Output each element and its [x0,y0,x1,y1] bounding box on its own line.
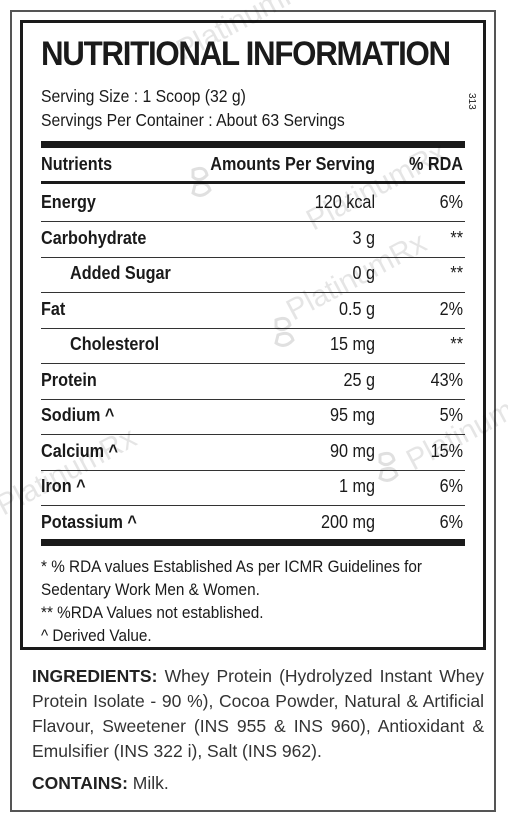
nutrient-rda: 43% [430,369,463,390]
nutrient-name: Potassium ^ [41,511,137,532]
nutrient-amount: 15 mg [329,334,375,354]
nutrient-amount: 1 mg [338,476,375,496]
table-row: Protein 25 g 43% [41,364,465,400]
watermark-logo-icon [191,166,212,197]
table-row: Iron ^ 1 mg 6% [41,470,465,506]
nutrient-rda: ** [450,263,463,283]
nutrient-name: Iron ^ [41,476,86,496]
table-row: Cholesterol 15 mg ** [41,328,465,364]
table-row: Sodium ^ 95 mg 5% [41,399,465,435]
watermark-logo-icon [274,316,295,347]
divider-header [41,181,465,184]
nutrient-name: Calcium ^ [41,440,118,461]
nutrient-rda: ** [450,227,463,248]
nutrient-name: Energy [41,192,96,212]
nutrient-amount: 200 mg [320,511,375,532]
divider-thick-bottom [41,539,465,546]
side-code: 313 [466,93,477,110]
nutrient-name: Carbohydrate [41,227,147,248]
ingredients-label: INGREDIENTS: [32,666,158,686]
ingredients-section: INGREDIENTS: Whey Protein (Hydrolyzed In… [32,664,484,764]
serving-size: Serving Size : 1 Scoop (32 g) [41,86,246,106]
nutrient-amount: 120 kcal [314,192,375,212]
panel-title: NUTRITIONAL INFORMATION [41,35,451,73]
nutrient-rda: 5% [439,405,463,425]
table-row: Energy 120 kcal 6% [41,186,465,222]
nutrient-name: Added Sugar [70,263,171,283]
nutrient-name: Cholesterol [70,334,160,354]
nutrient-amount: 0 g [352,263,375,283]
table-row: Added Sugar 0 g ** [41,257,465,293]
ingredients-text: Whey Protein (Hydrolyzed Instant Whey Pr… [32,666,484,761]
serving-info: Serving Size : 1 Scoop (32 g) Servings P… [41,84,345,132]
nutrient-rda: 6% [439,192,463,212]
footnotes: * % RDA values Established As per ICMR G… [41,555,465,647]
divider-thick [41,141,465,148]
nutrition-panel: NUTRITIONAL INFORMATION Serving Size : 1… [20,20,486,650]
label-outer-border [10,10,496,812]
nutrient-rda: 6% [439,511,463,532]
contains-label: CONTAINS: [32,773,128,793]
nutrient-rda: 15% [430,440,463,461]
nutrient-rda: 2% [439,298,463,319]
nutrient-rda: ** [450,334,463,354]
nutrient-amount: 25 g [343,369,375,390]
table-row: Carbohydrate 3 g ** [41,222,465,258]
header-nutrients: Nutrients [41,154,113,174]
nutrient-amount: 0.5 g [338,298,375,319]
nutrient-name: Protein [41,369,97,390]
contains-text: Milk. [132,773,169,793]
nutrient-amount: 3 g [352,227,375,248]
nutrient-amount: 95 mg [329,405,375,425]
nutrient-name: Sodium ^ [41,405,115,425]
servings-per-container: Servings Per Container : About 63 Servin… [41,110,345,130]
header-rda: % RDA [408,154,463,174]
nutrient-rda: 6% [439,476,463,496]
table-row: Fat 0.5 g 2% [41,293,465,329]
footnote-line: Sedentary Work Men & Women. [41,580,260,599]
footnote-line: ^ Derived Value. [41,626,152,645]
watermark-logo-icon [378,451,399,482]
nutrient-name: Fat [41,298,66,319]
contains-section: CONTAINS: Milk. [32,773,169,794]
table-row: Potassium ^ 200 mg 6% [41,506,465,541]
footnote-line: * % RDA values Established As per ICMR G… [41,557,422,576]
nutrient-amount: 90 mg [329,440,375,461]
table-row: Calcium ^ 90 mg 15% [41,435,465,471]
table-header: Nutrients Amounts Per Serving % RDA [41,148,465,183]
header-amount: Amounts Per Serving [210,154,375,174]
footnote-line: ** %RDA Values not established. [41,603,264,622]
